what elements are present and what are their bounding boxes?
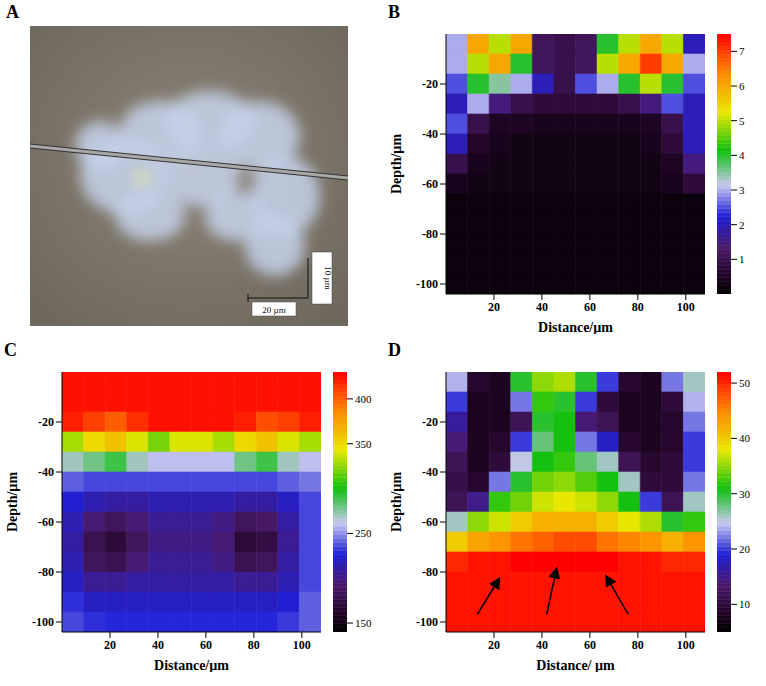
svg-text:60: 60 — [584, 638, 596, 652]
svg-text:-20: -20 — [422, 77, 438, 91]
svg-text:60: 60 — [200, 638, 212, 652]
svg-text:-80: -80 — [422, 565, 438, 579]
svg-text:-60: -60 — [422, 177, 438, 191]
svg-text:Depth/µm: Depth/µm — [389, 134, 404, 195]
svg-text:3: 3 — [739, 184, 745, 196]
svg-text:2: 2 — [739, 219, 745, 231]
svg-text:80: 80 — [632, 638, 644, 652]
svg-text:30: 30 — [739, 488, 751, 500]
svg-text:80: 80 — [632, 300, 644, 314]
svg-text:20 µm: 20 µm — [262, 305, 285, 315]
svg-text:-40: -40 — [422, 465, 438, 479]
html-text:D: D — [388, 340, 401, 360]
svg-text:40: 40 — [536, 300, 548, 314]
svg-text:-80: -80 — [422, 227, 438, 241]
html-text:B: B — [388, 2, 400, 22]
svg-text:150: 150 — [355, 617, 372, 629]
svg-text:250: 250 — [355, 527, 372, 539]
svg-text:-20: -20 — [422, 415, 438, 429]
svg-text:-60: -60 — [422, 515, 438, 529]
svg-text:350: 350 — [355, 438, 372, 450]
svg-text:Distance/µm: Distance/µm — [538, 320, 613, 334]
svg-text:40: 40 — [152, 638, 164, 652]
svg-text:40: 40 — [536, 638, 548, 652]
svg-text:Depth/µm: Depth/µm — [5, 472, 20, 533]
svg-text:5: 5 — [739, 115, 745, 127]
svg-text:Distance/µm: Distance/µm — [154, 658, 229, 672]
svg-text:20: 20 — [104, 638, 116, 652]
svg-text:400: 400 — [355, 393, 372, 405]
svg-text:-100: -100 — [32, 615, 54, 629]
svg-text:10: 10 — [739, 598, 751, 610]
html-text:A: A — [6, 2, 19, 22]
svg-text:60: 60 — [584, 300, 596, 314]
svg-text:-40: -40 — [422, 127, 438, 141]
svg-text:-40: -40 — [38, 465, 54, 479]
svg-text:10 µm: 10 µm — [323, 266, 333, 289]
svg-text:80: 80 — [248, 638, 260, 652]
svg-text:100: 100 — [677, 638, 695, 652]
svg-text:-100: -100 — [416, 615, 438, 629]
svg-text:50: 50 — [739, 377, 751, 389]
svg-text:Distance/ µm: Distance/ µm — [536, 658, 615, 672]
svg-text:100: 100 — [293, 638, 311, 652]
svg-text:40: 40 — [739, 432, 751, 444]
svg-text:-60: -60 — [38, 515, 54, 529]
svg-text:1: 1 — [739, 253, 745, 265]
svg-text:20: 20 — [488, 638, 500, 652]
svg-text:6: 6 — [739, 80, 745, 92]
svg-text:-20: -20 — [38, 415, 54, 429]
svg-text:20: 20 — [739, 543, 751, 555]
svg-text:20: 20 — [488, 300, 500, 314]
svg-text:-80: -80 — [38, 565, 54, 579]
svg-text:7: 7 — [739, 45, 745, 57]
svg-text:4: 4 — [739, 149, 745, 161]
html-text:C: C — [4, 340, 17, 360]
svg-text:Depth/µm: Depth/µm — [389, 472, 404, 533]
svg-text:100: 100 — [677, 300, 695, 314]
svg-text:-100: -100 — [416, 277, 438, 291]
